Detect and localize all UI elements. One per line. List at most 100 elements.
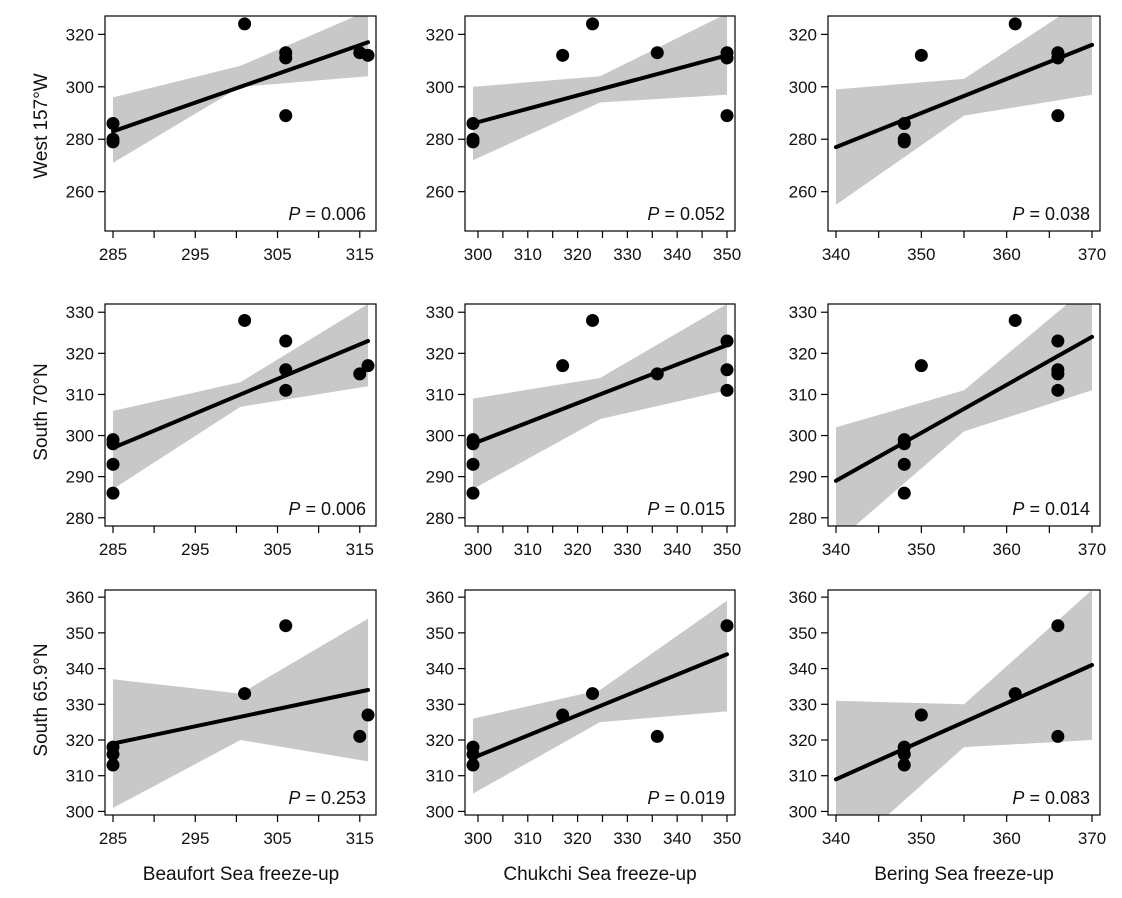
y-tick-label: 320 [789, 731, 817, 750]
data-point [914, 359, 928, 373]
data-point [361, 359, 375, 373]
x-tick-label: 350 [907, 829, 935, 848]
y-tick-label: 280 [789, 509, 817, 528]
y-tick-label: 340 [789, 660, 817, 679]
data-point [897, 437, 911, 451]
y-tick-label: 300 [789, 78, 817, 97]
x-tick-label: 295 [181, 829, 209, 848]
y-tick-label: 320 [789, 344, 817, 363]
data-point [1051, 383, 1065, 397]
data-point [466, 135, 480, 149]
data-point [586, 17, 600, 31]
data-point [556, 359, 570, 373]
p-value-label: P = 0.015 [647, 499, 725, 519]
data-point [279, 383, 293, 397]
data-point [897, 135, 911, 149]
y-tick-label: 340 [426, 660, 454, 679]
x-tick-label: 360 [992, 245, 1020, 264]
y-tick-label: 320 [426, 344, 454, 363]
x-tick-label: 285 [99, 245, 127, 264]
y-tick-label: 330 [789, 303, 817, 322]
regression-line [834, 663, 1094, 782]
data-point [106, 457, 120, 471]
p-value-label: P = 0.083 [1012, 788, 1090, 808]
data-point [720, 619, 734, 633]
x-tick-label: 370 [1078, 829, 1106, 848]
x-tick-label: 300 [464, 540, 492, 559]
x-tick-label: 315 [346, 245, 374, 264]
x-tick-label: 285 [99, 540, 127, 559]
x-tick-label: 350 [713, 829, 741, 848]
y-tick-label: 360 [426, 588, 454, 607]
scatter-panel-2-0: 300 310 320 330 340 350 360 285 295 305 315 P = 0.2… [66, 588, 377, 848]
data-point [720, 334, 734, 348]
x-tick-label: 340 [822, 540, 850, 559]
y-tick-label: 330 [789, 695, 817, 714]
x-tick-label: 315 [346, 829, 374, 848]
row-label-south-70n: South 70°N [31, 363, 52, 460]
y-tick-label: 290 [66, 468, 94, 487]
data-point [720, 363, 734, 377]
row-label-west: West 157°W [31, 73, 52, 179]
y-tick-label: 260 [789, 183, 817, 202]
regression-line [111, 339, 370, 450]
y-tick-label: 320 [66, 344, 94, 363]
data-point [1008, 687, 1022, 701]
regression-line [471, 53, 729, 126]
x-tick-label: 350 [713, 245, 741, 264]
y-tick-label: 290 [426, 468, 454, 487]
p-value-label: P = 0.014 [1012, 499, 1090, 519]
data-point [238, 17, 252, 31]
y-tick-label: 310 [426, 385, 454, 404]
y-tick-label: 300 [426, 802, 454, 821]
regression-line [471, 343, 729, 446]
y-tick-label: 300 [66, 427, 94, 446]
y-tick-label: 310 [789, 767, 817, 786]
plot-frame [104, 589, 377, 816]
y-tick-label: 340 [66, 660, 94, 679]
p-value-label: P = 0.038 [1012, 204, 1090, 224]
data-point [361, 48, 375, 62]
p-value-label: P = 0.253 [288, 788, 366, 808]
y-tick-label: 300 [426, 78, 454, 97]
data-point [556, 48, 570, 62]
column-label-chukchi: Chukchi Sea freeze-up [503, 864, 696, 885]
data-point [106, 117, 120, 130]
plot-frame [464, 303, 736, 527]
confidence-band [473, 16, 727, 161]
data-point [361, 708, 375, 722]
data-point [466, 457, 480, 471]
data-point [914, 708, 928, 722]
confidence-band [473, 600, 727, 794]
data-point [1008, 313, 1022, 327]
y-tick-label: 320 [66, 25, 94, 44]
y-tick-label: 350 [66, 624, 94, 643]
y-tick-label: 330 [426, 303, 454, 322]
data-point [897, 758, 911, 772]
y-tick-label: 320 [426, 25, 454, 44]
plot-frame [104, 15, 377, 232]
data-point [466, 486, 480, 500]
x-tick-label: 295 [181, 245, 209, 264]
scatter-panel-0-0: 260 280 300 320 285 295 305 315 P = 0.006 [66, 15, 377, 264]
x-tick-label: 300 [464, 245, 492, 264]
y-tick-label: 260 [426, 183, 454, 202]
y-tick-label: 280 [426, 509, 454, 528]
y-tick-label: 280 [426, 130, 454, 149]
x-tick-label: 330 [613, 829, 641, 848]
data-point [279, 51, 293, 65]
data-point [720, 383, 734, 397]
y-tick-label: 310 [66, 385, 94, 404]
x-tick-label: 300 [464, 829, 492, 848]
data-point [238, 313, 252, 327]
data-point [897, 457, 911, 471]
data-point [650, 367, 664, 381]
x-tick-label: 285 [99, 829, 127, 848]
y-tick-label: 330 [66, 695, 94, 714]
data-point [466, 747, 480, 761]
regression-line [471, 652, 729, 760]
x-tick-label: 305 [263, 540, 291, 559]
data-point [1051, 367, 1065, 381]
x-tick-label: 310 [514, 245, 542, 264]
